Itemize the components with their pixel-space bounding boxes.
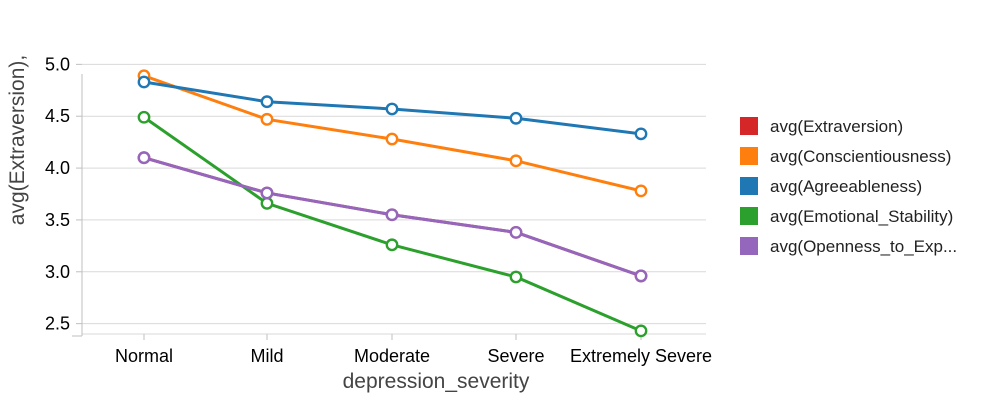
data-point (137, 110, 151, 124)
data-point (634, 269, 648, 283)
y-tick-label: 3.5 (45, 210, 70, 230)
series-line (143, 116, 642, 333)
x-tick-label: Severe (487, 346, 544, 366)
legend-swatch (740, 207, 758, 225)
legend-label: avg(Extraversion) (770, 117, 903, 136)
tick-labels: 2.5 3.0 3.5 4.0 4.5 5.0 Normal Mild Moderate Seve… (45, 54, 712, 366)
data-point (509, 111, 523, 125)
data-point (509, 154, 523, 168)
x-tick-label: Moderate (354, 346, 430, 366)
data-point (509, 225, 523, 239)
y-axis-title: avg(Extraversion), (6, 55, 29, 225)
legend-label: avg(Openness_to_Exp... (770, 237, 957, 256)
axes (72, 63, 706, 340)
legend-label: avg(Emotional_Stability) (770, 207, 953, 226)
data-points (137, 69, 648, 338)
data-point (634, 127, 648, 141)
data-point (260, 112, 274, 126)
x-tick-label: Mild (250, 346, 283, 366)
data-point (634, 184, 648, 198)
legend-label: avg(Conscientiousness) (770, 147, 951, 166)
data-point (260, 196, 274, 210)
data-point (634, 324, 648, 338)
data-point (137, 75, 151, 89)
data-point (385, 208, 399, 222)
y-tick-label: 2.5 (45, 314, 70, 334)
legend-swatch (740, 117, 758, 135)
y-tick-label: 4.0 (45, 158, 70, 178)
y-tick-label: 5.0 (45, 54, 70, 74)
x-tick-label: Extremely Severe (570, 346, 712, 366)
data-point (260, 95, 274, 109)
y-tick-label: 3.0 (45, 262, 70, 282)
legend-swatch (740, 147, 758, 165)
data-point (260, 186, 274, 200)
legend-swatch (740, 237, 758, 255)
y-tick-label: 4.5 (45, 106, 70, 126)
x-tick-label: Normal (115, 346, 173, 366)
legend-label: avg(Agreeableness) (770, 177, 922, 196)
legend-swatch (740, 177, 758, 195)
data-point (385, 102, 399, 116)
data-point (385, 132, 399, 146)
data-point (509, 270, 523, 284)
data-point (385, 238, 399, 252)
legend: avg(Extraversion) avg(Conscientiousness) a… (740, 117, 957, 256)
data-point (137, 151, 151, 165)
x-axis-title: depression_severity (343, 370, 530, 393)
